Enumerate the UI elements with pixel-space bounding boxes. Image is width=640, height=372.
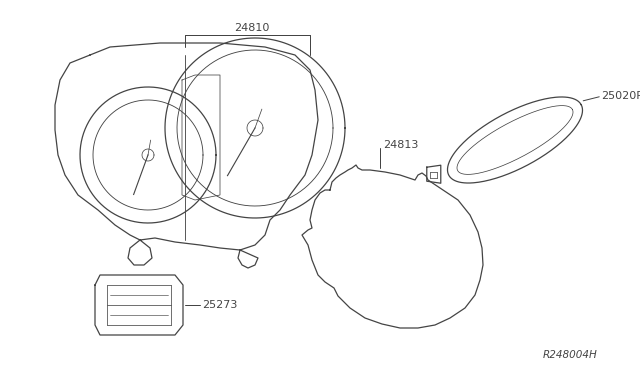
Text: 25020R: 25020R (601, 91, 640, 101)
Text: 25273: 25273 (202, 300, 237, 310)
Text: 24810: 24810 (234, 23, 269, 33)
Text: R248004H: R248004H (543, 350, 597, 360)
Text: 24813: 24813 (383, 140, 419, 150)
